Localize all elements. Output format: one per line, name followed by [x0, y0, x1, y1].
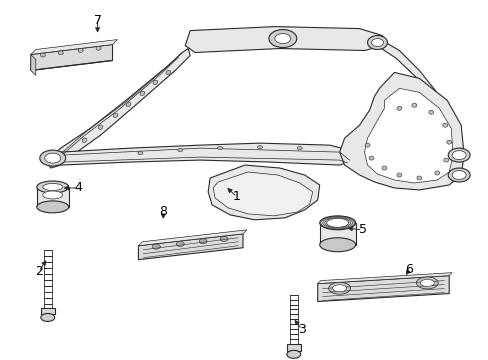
Ellipse shape	[428, 110, 433, 114]
Polygon shape	[31, 40, 117, 54]
Polygon shape	[138, 230, 246, 246]
Ellipse shape	[274, 33, 290, 44]
Ellipse shape	[442, 123, 447, 127]
Polygon shape	[339, 72, 463, 190]
Polygon shape	[49, 49, 190, 162]
Ellipse shape	[371, 39, 383, 46]
Ellipse shape	[98, 125, 102, 129]
Polygon shape	[317, 273, 451, 284]
Ellipse shape	[78, 48, 83, 53]
Ellipse shape	[451, 171, 465, 180]
Polygon shape	[138, 234, 243, 260]
Ellipse shape	[45, 153, 61, 163]
Ellipse shape	[434, 171, 439, 175]
Ellipse shape	[411, 103, 416, 107]
Ellipse shape	[368, 156, 373, 160]
Ellipse shape	[257, 146, 262, 149]
Ellipse shape	[420, 279, 433, 287]
Ellipse shape	[396, 173, 401, 177]
Text: 5: 5	[358, 223, 366, 236]
Ellipse shape	[297, 147, 302, 150]
Polygon shape	[364, 88, 452, 183]
Ellipse shape	[41, 314, 55, 321]
Text: 4: 4	[75, 181, 82, 194]
Text: 8: 8	[159, 205, 167, 219]
Polygon shape	[185, 27, 384, 53]
Text: 6: 6	[405, 263, 412, 276]
Ellipse shape	[199, 239, 207, 244]
Ellipse shape	[42, 191, 62, 199]
Ellipse shape	[165, 70, 170, 75]
Ellipse shape	[446, 140, 451, 144]
Ellipse shape	[416, 176, 421, 180]
Ellipse shape	[447, 168, 469, 182]
Text: 1: 1	[233, 190, 241, 203]
Ellipse shape	[126, 102, 130, 107]
Ellipse shape	[381, 166, 386, 170]
Ellipse shape	[220, 237, 227, 242]
Polygon shape	[208, 165, 319, 220]
Polygon shape	[37, 187, 68, 207]
Ellipse shape	[217, 147, 222, 150]
Ellipse shape	[113, 113, 118, 117]
Ellipse shape	[153, 80, 157, 85]
Text: 7: 7	[93, 14, 102, 27]
Ellipse shape	[37, 181, 68, 193]
Ellipse shape	[140, 91, 144, 95]
Ellipse shape	[268, 30, 296, 48]
Ellipse shape	[447, 148, 469, 162]
Ellipse shape	[40, 53, 45, 57]
Polygon shape	[31, 54, 36, 75]
Ellipse shape	[138, 152, 142, 154]
Polygon shape	[381, 41, 460, 140]
Ellipse shape	[364, 143, 369, 147]
Ellipse shape	[178, 149, 183, 152]
Polygon shape	[286, 345, 300, 351]
Ellipse shape	[40, 150, 65, 166]
Ellipse shape	[58, 51, 63, 55]
Ellipse shape	[367, 36, 386, 50]
Ellipse shape	[396, 106, 401, 110]
Ellipse shape	[42, 184, 62, 190]
Ellipse shape	[152, 244, 160, 249]
Polygon shape	[41, 307, 55, 315]
Ellipse shape	[82, 138, 87, 142]
Ellipse shape	[443, 158, 448, 162]
Text: 3: 3	[297, 323, 305, 336]
Ellipse shape	[319, 216, 355, 230]
Ellipse shape	[37, 201, 68, 213]
Ellipse shape	[176, 242, 184, 247]
Ellipse shape	[319, 238, 355, 252]
Ellipse shape	[328, 282, 350, 294]
Polygon shape	[213, 172, 312, 216]
Text: 2: 2	[35, 265, 42, 278]
Polygon shape	[47, 143, 354, 168]
Ellipse shape	[286, 350, 300, 358]
Ellipse shape	[326, 219, 348, 227]
Polygon shape	[319, 223, 355, 245]
Ellipse shape	[451, 150, 465, 159]
Ellipse shape	[96, 46, 101, 50]
Polygon shape	[31, 45, 112, 71]
Polygon shape	[317, 276, 448, 302]
Ellipse shape	[332, 285, 346, 292]
Ellipse shape	[415, 277, 437, 289]
